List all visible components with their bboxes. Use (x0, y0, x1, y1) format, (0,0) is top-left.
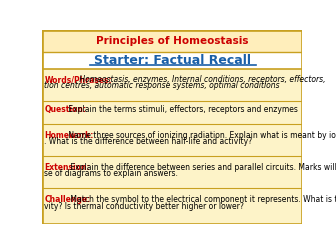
Bar (43, 69, 302, 101)
Text: Match the symbol to the electrical component it represents. What is ther: Match the symbol to the electrical compo… (68, 195, 336, 204)
Bar (43, 52, 302, 69)
Text: Question:: Question: (44, 105, 86, 114)
Bar (43, 188, 302, 224)
Text: Explain the difference between series and parallel circuits. Marks will be: Explain the difference between series an… (68, 163, 336, 172)
Text: Name three sources of ionizing radiation. Explain what is meant by ioniz: Name three sources of ionizing radiation… (66, 131, 336, 140)
Text: Homeostasis, enzymes, Internal conditions, receptors, effectors,: Homeostasis, enzymes, Internal condition… (77, 75, 326, 84)
Text: . What is the difference between half-life and activity?: . What is the difference between half-li… (44, 137, 252, 146)
Text: tion centres, automatic response systems, optimal conditions: tion centres, automatic response systems… (44, 81, 280, 90)
Bar (43, 31, 302, 52)
Bar (43, 156, 302, 188)
Text: Words/Phrases:: Words/Phrases: (44, 75, 112, 84)
Text: se of diagrams to explain answers.: se of diagrams to explain answers. (44, 169, 178, 178)
Text: Extension:: Extension: (44, 163, 90, 172)
Text: Challenge:: Challenge: (44, 195, 91, 204)
Text: Starter: Factual Recall: Starter: Factual Recall (94, 54, 251, 67)
Text: Homework:: Homework: (44, 131, 94, 140)
Text: vity? Is thermal conductivity better higher or lower?: vity? Is thermal conductivity better hig… (44, 202, 244, 211)
Text: Explain the terms stimuli, effectors, receptors and enzymes: Explain the terms stimuli, effectors, re… (66, 105, 297, 114)
Bar (43, 101, 302, 124)
Text: Principles of Homeostasis: Principles of Homeostasis (96, 36, 248, 46)
Bar (43, 124, 302, 156)
